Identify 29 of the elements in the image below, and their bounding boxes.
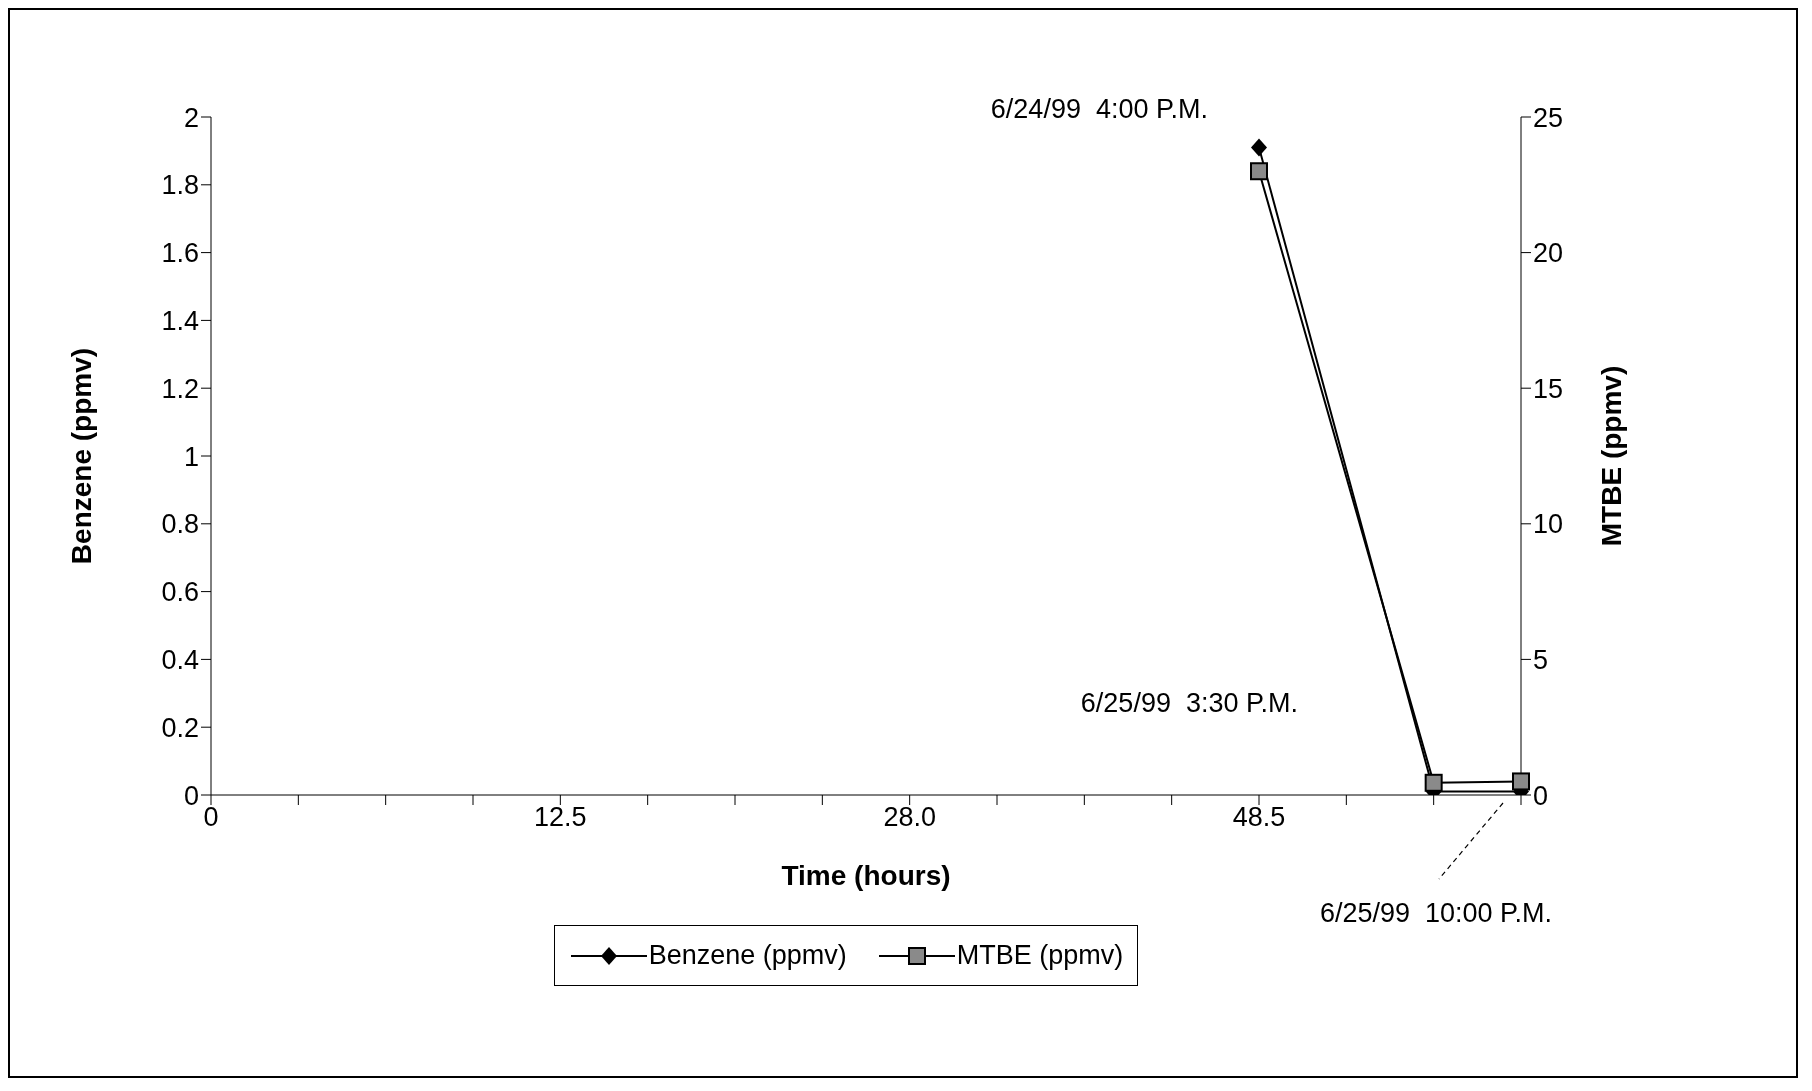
text: 6/25/99 10:00 P.M. — [1319, 898, 1553, 928]
x-tick-label: 12.5 — [534, 802, 587, 833]
y-tick-label: 0.8 — [161, 509, 199, 540]
x-axis-title: Time (hours) — [781, 860, 951, 891]
x-tick-label: 28.0 — [883, 802, 936, 833]
annotation: 6/24/99 4:00 P.M. — [990, 94, 1208, 124]
y-tick-label: 0.2 — [161, 712, 199, 743]
y2-tick-label: 0 — [1533, 780, 1549, 811]
x-tick-label: 48.5 — [1232, 802, 1286, 833]
y-tick-label: 0.4 — [161, 644, 199, 675]
y-tick-label: 1 — [183, 441, 199, 472]
annotation: 6/25/99 3:30 P.M. — [1080, 688, 1298, 718]
y2-axis-title: MTBE (ppmv) — [1595, 365, 1627, 547]
y-tick-label: 1.6 — [161, 238, 199, 269]
y2-tick-label: 5 — [1533, 644, 1549, 675]
y2-tick-label: 15 — [1533, 373, 1564, 404]
y-axis-title: Benzene (ppmv) — [65, 347, 97, 565]
y-tick-label: 1.4 — [161, 305, 199, 336]
x-tick-label: 0 — [203, 802, 219, 833]
legend-label: MTBE (ppmv) — [956, 940, 1124, 971]
y-tick-label: 0 — [183, 780, 199, 811]
y2-tick-label: 10 — [1533, 509, 1564, 540]
y-tick-label: 1.2 — [161, 373, 199, 404]
y2-tick-label: 25 — [1533, 102, 1564, 133]
y-tick-label: 0.6 — [161, 577, 199, 608]
y-tick-label: 2 — [183, 102, 199, 133]
legend-label: Benzene (ppmv) — [648, 940, 847, 971]
y2-tick-label: 20 — [1533, 238, 1564, 269]
y-tick-label: 1.8 — [161, 170, 199, 201]
